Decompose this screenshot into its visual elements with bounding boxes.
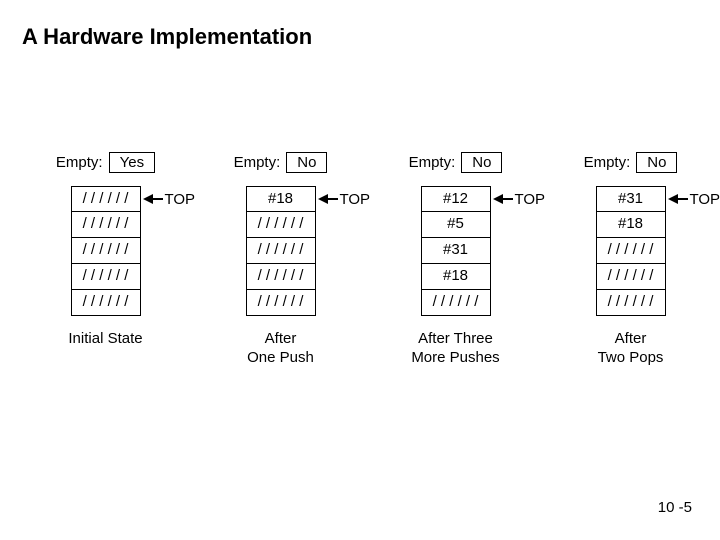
stack-cell: / / / / / / (71, 238, 141, 264)
stack-cell: #5 (421, 212, 491, 238)
empty-value: No (461, 152, 502, 173)
caption-line: After (247, 330, 314, 349)
stack-cell: / / / / / / (421, 290, 491, 316)
page-title: A Hardware Implementation (22, 24, 312, 50)
stack-cell: #18 (246, 186, 316, 212)
stack-cell: / / / / / / (246, 212, 316, 238)
empty-value: No (286, 152, 327, 173)
top-label: TOP (515, 191, 546, 208)
stack-col-3: Empty: No #31 #18 / / / / / / / / / / / … (543, 150, 718, 368)
stack-cell: #18 (421, 264, 491, 290)
caption-line: After Three (411, 330, 499, 349)
stack-cell: / / / / / / (71, 212, 141, 238)
empty-value: Yes (109, 152, 155, 173)
stack-col-0: Empty: Yes / / / / / / / / / / / / / / /… (18, 150, 193, 368)
caption-line: After (598, 330, 664, 349)
arrow-stem (328, 198, 338, 200)
stack-cell: / / / / / / (596, 264, 666, 290)
stack-col-1: Empty: No #18 / / / / / / / / / / / / / … (193, 150, 368, 368)
arrow-left-icon (493, 194, 503, 204)
stack: #18 / / / / / / / / / / / / / / / / / / … (246, 186, 316, 316)
caption-line: More Pushes (411, 349, 499, 368)
stacks-row: Empty: Yes / / / / / / / / / / / / / / /… (18, 150, 718, 368)
arrow-stem (153, 198, 163, 200)
stack-cell: / / / / / / (246, 290, 316, 316)
top-label: TOP (340, 191, 371, 208)
top-pointer: TOP (143, 186, 196, 212)
stack-cell: #18 (596, 212, 666, 238)
page-number: 10 -5 (658, 499, 692, 516)
stack: #12 #5 #31 #18 / / / / / / (421, 186, 491, 316)
arrow-left-icon (143, 194, 153, 204)
stack-cell: / / / / / / (596, 290, 666, 316)
stack: / / / / / / / / / / / / / / / / / / / / … (71, 186, 141, 316)
stack-cell: / / / / / / (71, 186, 141, 212)
stack-col-2: Empty: No #12 #5 #31 #18 / / / / / / TOP… (368, 150, 543, 368)
stack-cell: / / / / / / (71, 290, 141, 316)
caption-line: One Push (247, 349, 314, 368)
stack-cell: #31 (596, 186, 666, 212)
arrow-stem (678, 198, 688, 200)
stack-cell: / / / / / / (246, 238, 316, 264)
empty-label: Empty: (584, 154, 631, 171)
stack-caption: After Three More Pushes (411, 330, 499, 368)
top-pointer: TOP (668, 186, 720, 212)
stack-cell: #12 (421, 186, 491, 212)
top-pointer: TOP (318, 186, 371, 212)
stack: #31 #18 / / / / / / / / / / / / / / / / … (596, 186, 666, 316)
caption-line: Initial State (68, 330, 142, 349)
arrow-left-icon (668, 194, 678, 204)
stack-cell: #31 (421, 238, 491, 264)
empty-indicator: Empty: No (234, 150, 328, 174)
arrow-stem (503, 198, 513, 200)
stack-cell: / / / / / / (71, 264, 141, 290)
stack-caption: After Two Pops (598, 330, 664, 368)
top-label: TOP (690, 191, 720, 208)
stack-caption: Initial State (68, 330, 142, 349)
empty-indicator: Empty: Yes (56, 150, 155, 174)
empty-label: Empty: (56, 154, 103, 171)
stack-cell: / / / / / / (246, 264, 316, 290)
arrow-left-icon (318, 194, 328, 204)
empty-label: Empty: (234, 154, 281, 171)
caption-line: Two Pops (598, 349, 664, 368)
empty-value: No (636, 152, 677, 173)
empty-label: Empty: (409, 154, 456, 171)
stack-caption: After One Push (247, 330, 314, 368)
top-label: TOP (165, 191, 196, 208)
empty-indicator: Empty: No (584, 150, 678, 174)
top-pointer: TOP (493, 186, 546, 212)
empty-indicator: Empty: No (409, 150, 503, 174)
stack-cell: / / / / / / (596, 238, 666, 264)
